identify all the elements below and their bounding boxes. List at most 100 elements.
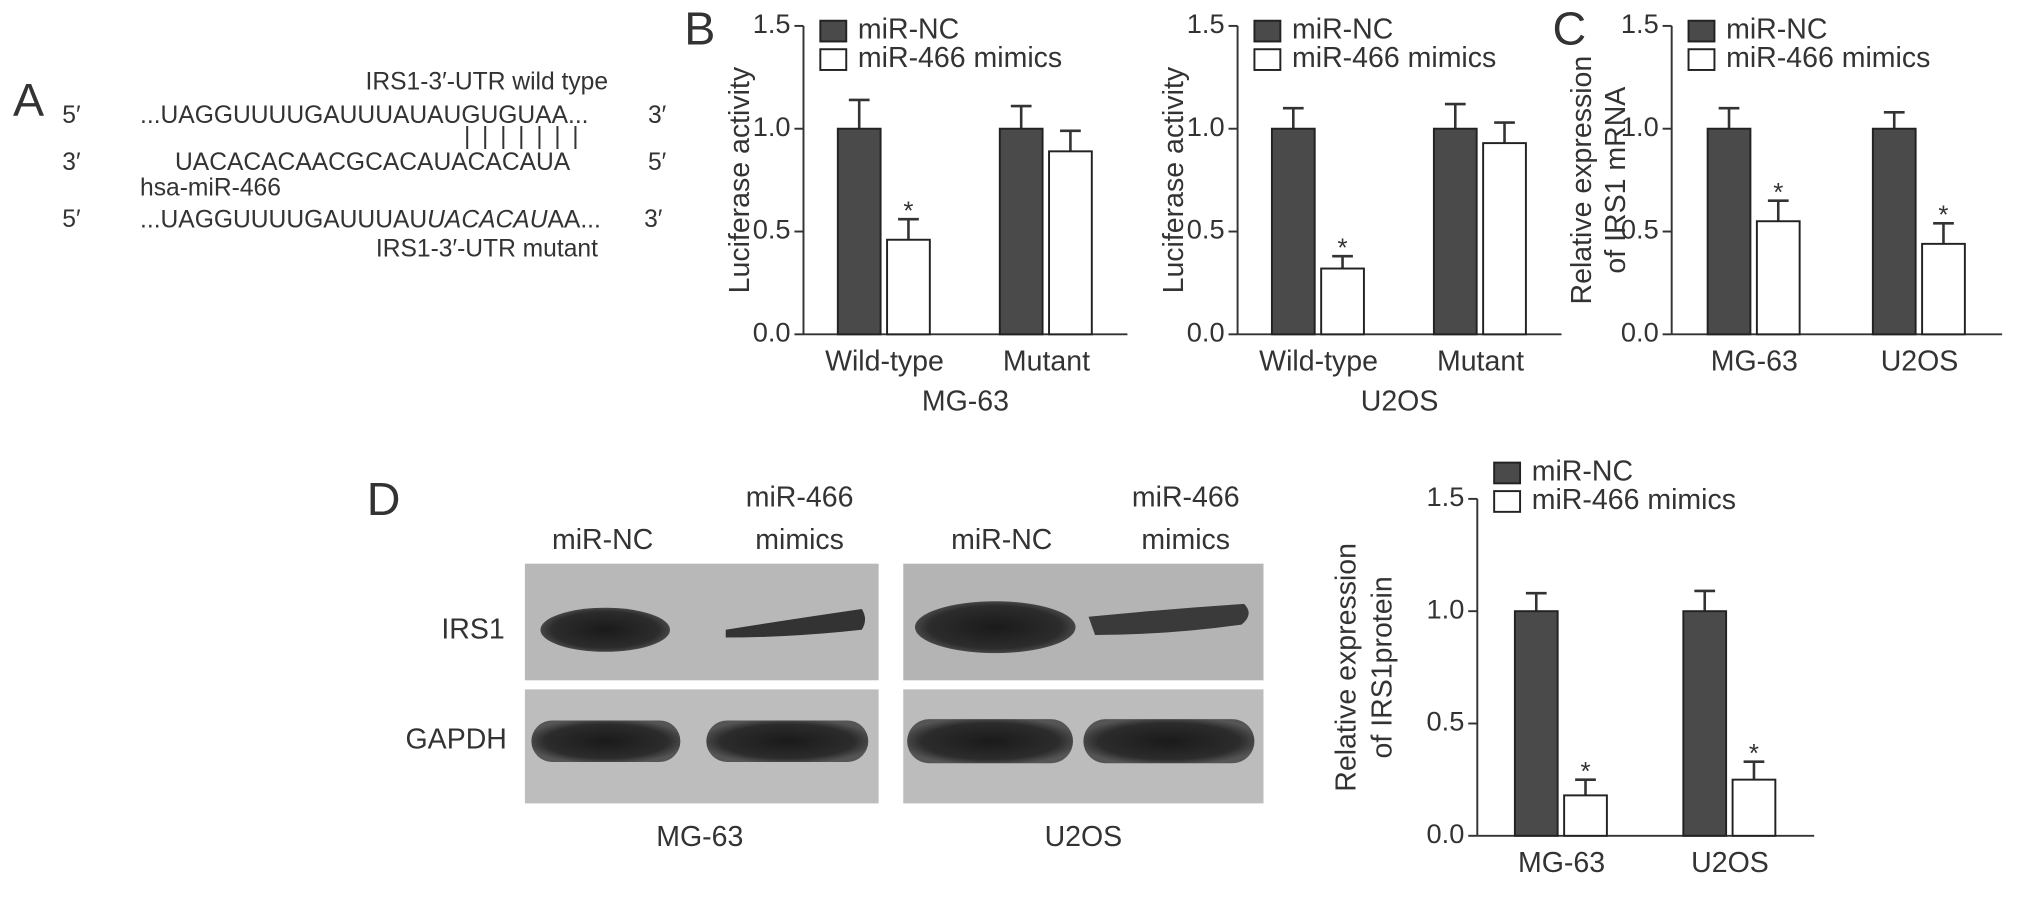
y-tick-label: 0.5 <box>1621 214 1659 245</box>
y-tick-label: 0.0 <box>753 317 791 348</box>
x-axis-label: U2OS <box>1361 386 1439 418</box>
legend-swatch <box>1493 490 1522 513</box>
bar <box>1563 794 1608 837</box>
bar <box>1270 127 1316 336</box>
end-label: 3′ <box>62 149 81 176</box>
legend-swatch <box>1687 48 1716 71</box>
blot-images <box>524 563 1264 804</box>
significance-mark: * <box>1580 758 1590 786</box>
x-tick-label: Mutant <box>1003 345 1090 377</box>
legend-label: miR-466 mimics <box>1292 42 1496 74</box>
y-axis-label: of IRS1protein <box>1367 576 1399 758</box>
sequence: UACACACAACGCACAUACACAUA <box>175 149 571 176</box>
y-tick-label: 1.5 <box>753 8 791 39</box>
legend-swatch <box>1687 19 1716 43</box>
mutated-part: UACACAU <box>427 206 548 233</box>
bar <box>1921 242 1966 336</box>
bar <box>1432 127 1478 336</box>
legend-label: miR-466 mimics <box>1726 42 1930 74</box>
panel-label: B <box>684 3 715 55</box>
lane-label: miR-NC <box>951 524 1052 556</box>
bar <box>1755 220 1801 336</box>
cell-line-label: MG-63 <box>656 821 743 853</box>
bar <box>836 127 882 336</box>
y-axis-label: Luciferase activity <box>1158 66 1190 293</box>
bar <box>1482 142 1527 336</box>
band <box>725 609 866 638</box>
y-tick-label: 0.0 <box>1427 818 1465 849</box>
legend-label: miR-NC <box>1726 14 1827 46</box>
x-tick-label: Wild-type <box>1259 345 1378 377</box>
y-tick-label: 1.5 <box>1621 8 1659 39</box>
row-label: GAPDH <box>406 724 507 756</box>
legend-swatch <box>819 48 848 71</box>
panel-label: D <box>367 473 401 525</box>
legend-label: miR-NC <box>1292 14 1393 46</box>
end-label: 5′ <box>62 102 81 129</box>
x-tick-label: MG-63 <box>1518 847 1605 879</box>
end-label: 5′ <box>62 206 81 233</box>
significance-mark: * <box>1773 179 1783 207</box>
legend-label: miR-NC <box>1532 456 1633 488</box>
end-label: 3′ <box>648 102 667 129</box>
legend-label: miR-466 mimics <box>858 42 1062 74</box>
bar <box>1048 150 1093 336</box>
bar <box>1513 610 1559 837</box>
sequence-part: ...UAGGUUUUGAUUUAU <box>140 206 427 233</box>
x-tick-label: U2OS <box>1691 847 1769 879</box>
band <box>907 719 1074 764</box>
y-tick-label: 0.5 <box>1187 214 1225 245</box>
lane-label: mimics <box>755 524 844 556</box>
y-tick-label: 1.0 <box>1187 111 1225 142</box>
y-tick-label: 1.0 <box>753 111 791 142</box>
end-label: 5′ <box>648 149 667 176</box>
x-tick-label: MG-63 <box>1711 345 1798 377</box>
y-axis-label: of IRS1 mRNA <box>1600 87 1632 274</box>
lane-label: mimics <box>1141 524 1230 556</box>
panel-label: C <box>1552 3 1586 55</box>
legend-swatch <box>819 19 848 43</box>
x-tick-label: Mutant <box>1437 345 1524 377</box>
lane-label: miR-466 <box>746 481 854 513</box>
significance-mark: * <box>1938 202 1948 230</box>
sequence-part: AA... <box>548 206 601 233</box>
panel-label: A <box>13 74 44 126</box>
band <box>914 601 1076 654</box>
bar <box>1706 127 1752 336</box>
row-label: IRS1 <box>441 614 504 646</box>
y-tick-label: 1.0 <box>1621 111 1659 142</box>
y-tick-label: 0.5 <box>1427 706 1465 737</box>
bar <box>1731 778 1777 837</box>
band <box>1088 603 1249 635</box>
y-tick-label: 1.5 <box>1427 481 1465 512</box>
x-axis-label: MG-63 <box>922 386 1009 418</box>
legend-swatch <box>1493 461 1522 485</box>
y-axis-label: Luciferase activity <box>724 66 756 293</box>
significance-mark: * <box>1749 740 1759 768</box>
x-tick-label: Wild-type <box>825 345 944 377</box>
significance-mark: * <box>1337 235 1347 263</box>
legend-swatch <box>1253 48 1282 71</box>
y-tick-label: 0.0 <box>1621 317 1659 348</box>
y-axis-label: Relative expression <box>1330 543 1362 792</box>
bar <box>886 238 931 336</box>
sequence: ...UAGGUUUUGAUUUAUUACACAUAA... <box>140 206 601 233</box>
bar <box>1682 610 1728 837</box>
end-label: 3′ <box>644 206 663 233</box>
pairing: ||||||| <box>464 123 590 150</box>
band <box>540 607 671 652</box>
wild-type-label: IRS1-3′-UTR wild type <box>366 68 609 95</box>
y-tick-label: 0.5 <box>753 214 791 245</box>
x-tick-label: U2OS <box>1881 345 1959 377</box>
band <box>706 720 869 762</box>
y-tick-label: 1.5 <box>1187 8 1225 39</box>
bar <box>1871 127 1917 336</box>
sequence: ...UAGGUUUUGAUUUAUAUGUGUAA... <box>140 102 588 129</box>
band <box>1083 719 1255 764</box>
mutant-label: IRS1-3′-UTR mutant <box>376 236 598 263</box>
significance-mark: * <box>903 198 913 226</box>
bar <box>1320 267 1365 336</box>
band <box>531 720 681 762</box>
